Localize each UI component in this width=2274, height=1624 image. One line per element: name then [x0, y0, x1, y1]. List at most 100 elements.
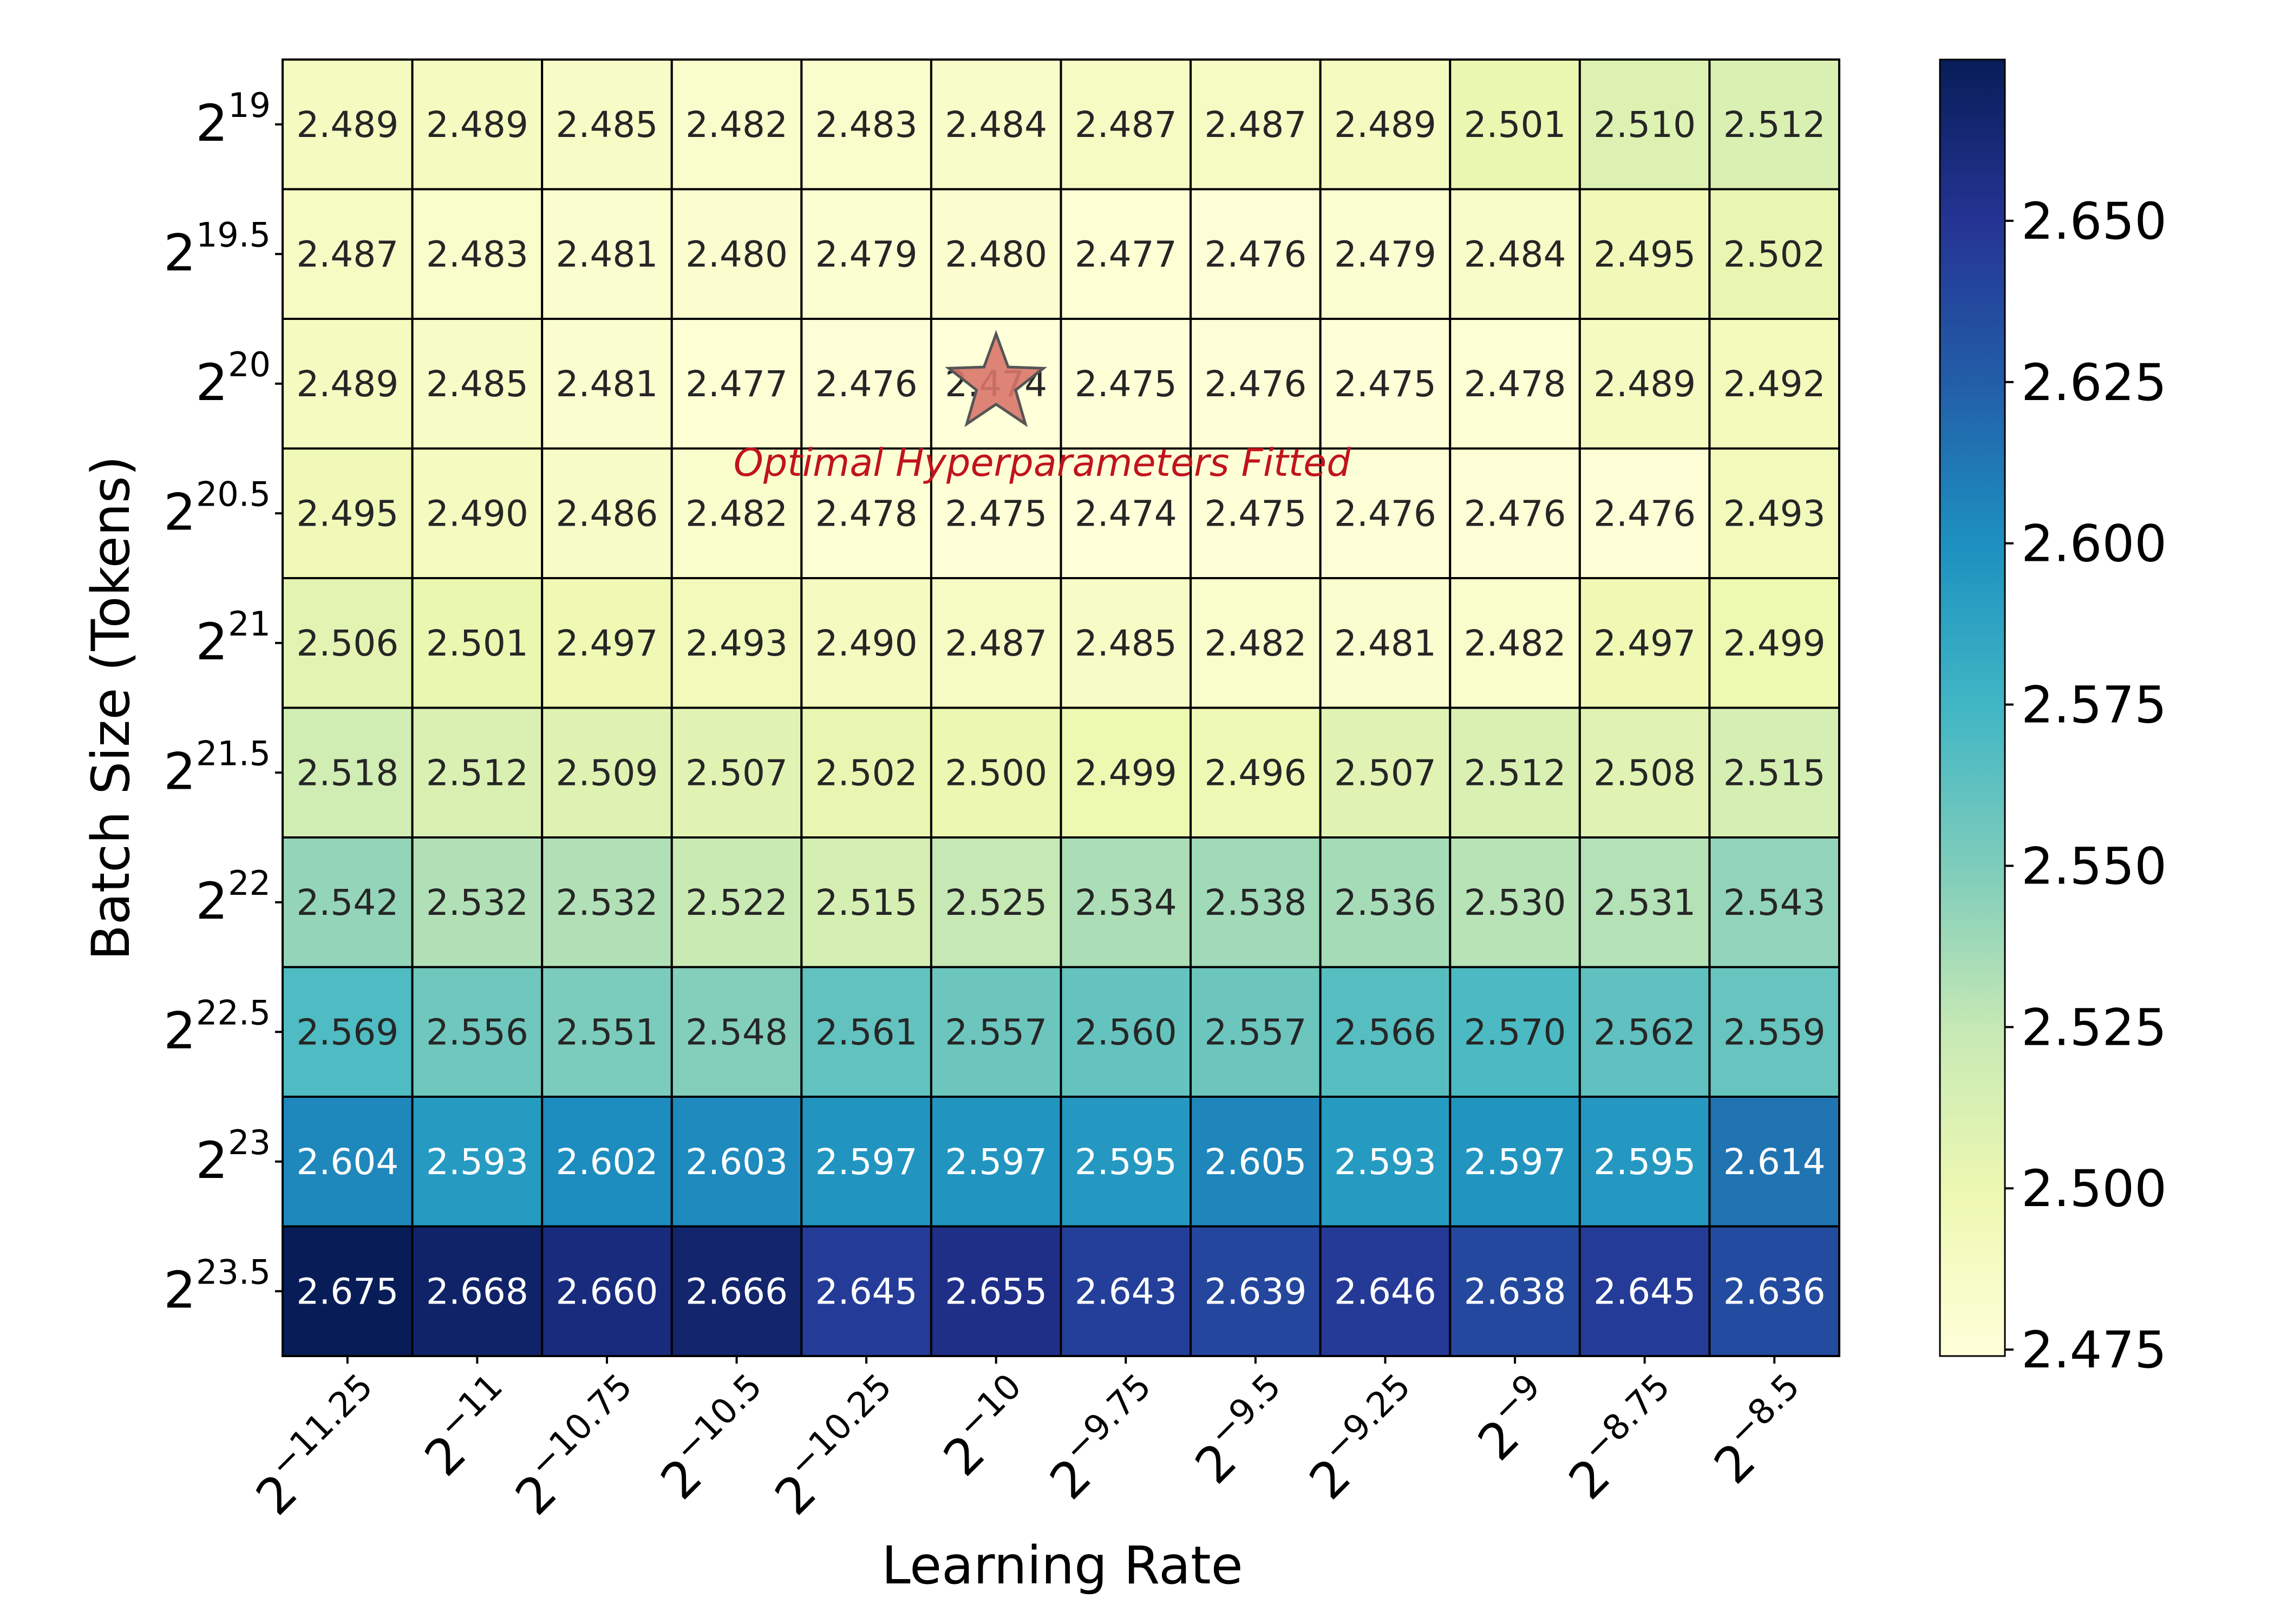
cell-value-label: 2.646 — [1334, 1271, 1436, 1312]
heatmap-cell — [1319, 836, 1452, 968]
heatmap-cell — [282, 966, 414, 1098]
cell-value-label: 2.499 — [1723, 623, 1826, 664]
heatmap-cell — [541, 966, 673, 1098]
heatmap-cell — [541, 706, 673, 839]
heatmap-cell — [411, 447, 544, 579]
heatmap-cell — [1190, 577, 1322, 709]
cell-value-label: 2.481 — [556, 363, 658, 405]
cell-value-label: 2.548 — [685, 1011, 788, 1053]
heatmap-cell — [411, 966, 544, 1098]
cell-value-label: 2.477 — [685, 363, 788, 405]
cell-value-label: 2.484 — [1464, 233, 1566, 275]
y-tick-label: 221 — [195, 604, 271, 672]
cell-value-label: 2.490 — [426, 493, 528, 534]
y-tick-label: 219 — [195, 86, 271, 153]
heatmap-cell — [1190, 1225, 1322, 1357]
heatmap-cell — [1190, 966, 1322, 1098]
cell-value-label: 2.556 — [426, 1011, 528, 1053]
cell-value-label: 2.496 — [1204, 752, 1306, 794]
heatmap-cell — [670, 1225, 803, 1357]
cell-value-label: 2.492 — [1723, 363, 1826, 405]
colorbar-tick-label: 2.550 — [2021, 837, 2167, 896]
heatmap-cell — [1708, 447, 1841, 579]
heatmap-cell — [282, 318, 414, 450]
y-axis-label: Batch Size (Tokens) — [81, 456, 141, 960]
cell-value-label: 2.636 — [1723, 1271, 1826, 1312]
cell-value-label: 2.493 — [685, 623, 788, 664]
y-tick-label: 222.5 — [164, 993, 271, 1060]
heatmap-cell — [1578, 1096, 1711, 1228]
cell-value-label: 2.509 — [556, 752, 658, 794]
heatmap-cell — [800, 447, 932, 579]
cell-value-label: 2.501 — [426, 623, 528, 664]
heatmap-cell — [541, 1225, 673, 1357]
x-tick-label: 2−10.25 — [758, 1366, 918, 1526]
cell-value-label: 2.551 — [556, 1011, 658, 1053]
cell-value-label: 2.476 — [1334, 493, 1436, 534]
cell-value-label: 2.542 — [296, 882, 398, 924]
heatmap-cell — [1449, 58, 1581, 191]
heatmap-cell — [411, 577, 544, 709]
heatmap-cell — [1578, 188, 1711, 320]
cell-value-label: 2.643 — [1075, 1271, 1177, 1312]
colorbar-tick-label: 2.625 — [2021, 353, 2167, 412]
cell-value-label: 2.595 — [1593, 1141, 1696, 1183]
cell-value-label: 2.480 — [685, 233, 788, 275]
cell-value-label: 2.474 — [1075, 493, 1177, 534]
heatmap-cell — [1449, 836, 1581, 968]
colorbar-tick-label: 2.600 — [2021, 515, 2167, 574]
cell-value-label: 2.508 — [1593, 752, 1696, 794]
heatmap-cell — [800, 706, 932, 839]
cell-value-label: 2.502 — [1723, 233, 1826, 275]
cell-value-label: 2.506 — [296, 623, 398, 664]
cell-value-label: 2.479 — [815, 233, 918, 275]
x-tick-label: 2−8.75 — [1552, 1366, 1696, 1510]
heatmap-cell — [800, 966, 932, 1098]
heatmap-cell — [1060, 318, 1192, 450]
heatmap-cell — [411, 706, 544, 839]
cell-value-label: 2.645 — [1593, 1271, 1696, 1312]
heatmap-cell — [1060, 706, 1192, 839]
heatmap-cell — [1060, 188, 1192, 320]
cell-value-label: 2.479 — [1334, 233, 1436, 275]
cell-value-label: 2.559 — [1723, 1011, 1826, 1053]
y-tick-label: 220 — [195, 345, 271, 412]
cell-value-label: 2.476 — [1593, 493, 1696, 534]
heatmap-cell — [411, 188, 544, 320]
heatmap-cell — [1190, 1096, 1322, 1228]
cell-value-label: 2.593 — [1334, 1141, 1436, 1183]
x-tick-label: 2−9.75 — [1033, 1366, 1177, 1510]
heatmap-cell — [670, 1096, 803, 1228]
x-tick-label: 2−11.25 — [239, 1366, 399, 1526]
cell-value-label: 2.510 — [1593, 104, 1696, 146]
cell-value-label: 2.482 — [1464, 623, 1566, 664]
optimal-marker: Optimal Hyperparameters Fitted — [734, 330, 1351, 485]
cell-value-label: 2.639 — [1204, 1271, 1306, 1312]
heatmap-cell — [800, 1096, 932, 1228]
cell-value-label: 2.597 — [1464, 1141, 1566, 1183]
colorbar-tick-label: 2.475 — [2021, 1321, 2167, 1380]
cell-value-label: 2.476 — [1204, 363, 1306, 405]
colorbar-tick-label: 2.525 — [2021, 998, 2167, 1057]
cell-value-label: 2.478 — [1464, 363, 1566, 405]
cell-value-label: 2.497 — [556, 623, 658, 664]
heatmap-cell — [541, 577, 673, 709]
heatmap-cell — [541, 318, 673, 450]
heatmap-cell — [670, 577, 803, 709]
heatmap-cell — [411, 58, 544, 191]
cell-value-label: 2.604 — [296, 1141, 398, 1183]
heatmap-cell — [1578, 577, 1711, 709]
heatmap-cell — [1708, 58, 1841, 191]
cell-value-label: 2.484 — [945, 104, 1047, 146]
cell-value-label: 2.482 — [685, 493, 788, 534]
heatmap-cell — [1060, 1096, 1192, 1228]
heatmap-cell — [1449, 966, 1581, 1098]
heatmap-cell — [800, 1225, 932, 1357]
cell-value-label: 2.507 — [1334, 752, 1436, 794]
heatmap-cell — [1319, 447, 1452, 579]
cell-value-label: 2.595 — [1075, 1141, 1177, 1183]
cell-value-label: 2.487 — [1204, 104, 1306, 146]
colorbar-tick-label: 2.500 — [2021, 1160, 2167, 1219]
cell-value-label: 2.603 — [685, 1141, 788, 1183]
cell-value-label: 2.477 — [1075, 233, 1177, 275]
